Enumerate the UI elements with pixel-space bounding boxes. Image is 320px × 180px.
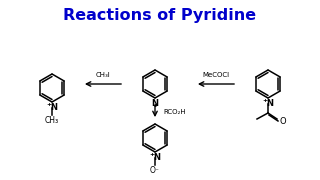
Text: +: + — [262, 98, 267, 104]
Text: N: N — [266, 99, 273, 108]
Text: N: N — [151, 99, 158, 108]
Text: N: N — [50, 103, 57, 112]
Text: N: N — [153, 153, 160, 162]
Text: RCO₂H: RCO₂H — [163, 109, 186, 115]
Text: CH₃I: CH₃I — [96, 72, 110, 78]
Text: +: + — [149, 152, 154, 158]
Text: +: + — [46, 102, 51, 107]
Text: O: O — [279, 118, 286, 127]
Text: Reactions of Pyridine: Reactions of Pyridine — [63, 8, 257, 23]
Text: CH₃: CH₃ — [45, 116, 59, 125]
Text: MeCOCl: MeCOCl — [203, 72, 229, 78]
Text: O⁻: O⁻ — [150, 166, 160, 175]
